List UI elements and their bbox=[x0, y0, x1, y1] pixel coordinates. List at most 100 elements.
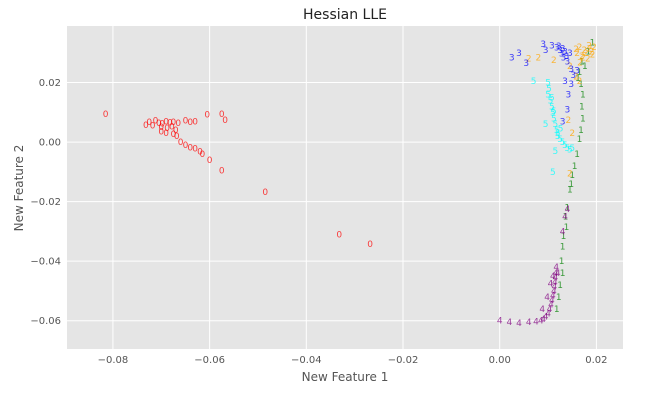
data-point-0: 0 bbox=[173, 126, 179, 136]
data-point-1: 1 bbox=[563, 213, 569, 223]
data-point-1: 1 bbox=[557, 281, 563, 291]
data-point-0: 0 bbox=[183, 117, 189, 127]
data-point-0: 0 bbox=[164, 124, 170, 134]
data-point-4: 4 bbox=[543, 312, 549, 322]
data-point-2: 2 bbox=[581, 46, 587, 56]
data-point-4: 4 bbox=[526, 318, 532, 328]
data-point-4: 4 bbox=[565, 205, 571, 215]
data-point-1: 1 bbox=[590, 38, 596, 48]
grid-lines bbox=[67, 26, 623, 349]
data-point-4: 4 bbox=[538, 317, 544, 327]
data-point-2: 2 bbox=[567, 169, 573, 179]
data-point-0: 0 bbox=[167, 118, 173, 128]
data-point-3: 3 bbox=[564, 52, 570, 62]
data-point-3: 3 bbox=[562, 47, 568, 57]
data-point-0: 0 bbox=[169, 123, 175, 133]
data-point-1: 1 bbox=[569, 171, 575, 181]
data-point-1: 1 bbox=[572, 162, 578, 172]
data-point-1: 1 bbox=[554, 305, 560, 315]
data-point-3: 3 bbox=[556, 42, 562, 52]
data-point-3: 3 bbox=[560, 44, 566, 54]
data-point-2: 2 bbox=[536, 53, 542, 63]
data-point-4: 4 bbox=[562, 213, 568, 223]
data-point-4: 4 bbox=[551, 282, 557, 292]
data-point-1: 1 bbox=[575, 74, 581, 84]
data-point-2: 2 bbox=[583, 49, 589, 59]
data-point-2: 2 bbox=[565, 116, 571, 126]
data-point-2: 2 bbox=[577, 58, 583, 68]
data-point-0: 0 bbox=[183, 141, 189, 151]
data-point-0: 0 bbox=[158, 123, 164, 133]
data-point-0: 0 bbox=[219, 110, 225, 120]
data-point-2: 2 bbox=[587, 44, 593, 54]
data-point-5: 5 bbox=[552, 147, 558, 157]
data-point-0: 0 bbox=[207, 156, 213, 166]
data-point-1: 1 bbox=[560, 269, 566, 279]
data-point-5: 5 bbox=[545, 90, 551, 100]
data-point-2: 2 bbox=[585, 55, 591, 65]
data-point-1: 1 bbox=[565, 204, 571, 214]
data-point-3: 3 bbox=[559, 49, 565, 59]
data-point-3: 3 bbox=[570, 71, 576, 81]
data-point-1: 1 bbox=[567, 186, 573, 196]
y-tick-labels: −0.06 −0.04 −0.02 0.00 0.02 bbox=[30, 78, 61, 327]
data-point-4: 4 bbox=[550, 272, 556, 282]
data-point-2: 2 bbox=[567, 62, 573, 72]
data-point-0: 0 bbox=[156, 119, 162, 129]
data-point-0: 0 bbox=[187, 143, 193, 153]
data-point-5: 5 bbox=[562, 141, 568, 151]
data-point-0: 0 bbox=[159, 120, 165, 130]
data-point-0: 0 bbox=[336, 230, 342, 240]
data-point-4: 4 bbox=[555, 269, 561, 279]
data-point-1: 1 bbox=[579, 102, 585, 112]
data-point-3: 3 bbox=[567, 49, 573, 59]
data-point-1: 1 bbox=[559, 257, 565, 267]
data-point-3: 3 bbox=[540, 40, 546, 50]
data-point-1: 1 bbox=[577, 135, 583, 145]
data-point-0: 0 bbox=[204, 111, 210, 121]
data-point-2: 2 bbox=[586, 41, 592, 51]
data-point-5: 5 bbox=[549, 93, 555, 103]
data-point-5: 5 bbox=[558, 125, 564, 135]
data-point-5: 5 bbox=[551, 107, 557, 117]
data-point-2: 2 bbox=[526, 55, 532, 65]
data-point-4: 4 bbox=[548, 300, 554, 310]
data-point-4: 4 bbox=[551, 287, 557, 297]
data-point-5: 5 bbox=[546, 85, 552, 95]
data-point-1: 1 bbox=[578, 126, 584, 136]
data-point-0: 0 bbox=[262, 188, 268, 198]
data-point-5: 5 bbox=[552, 120, 558, 130]
data-point-2: 2 bbox=[551, 56, 557, 66]
data-point-0: 0 bbox=[367, 240, 373, 250]
data-point-1: 1 bbox=[579, 58, 585, 68]
data-point-1: 1 bbox=[577, 68, 583, 78]
data-point-5: 5 bbox=[555, 132, 561, 142]
data-point-4: 4 bbox=[545, 309, 551, 319]
data-point-0: 0 bbox=[158, 128, 164, 138]
data-point-4: 4 bbox=[552, 274, 558, 284]
data-point-0: 0 bbox=[170, 118, 176, 128]
data-point-3: 3 bbox=[562, 77, 568, 87]
data-point-2: 2 bbox=[590, 50, 596, 60]
data-point-0: 0 bbox=[222, 116, 228, 126]
data-point-3: 3 bbox=[549, 41, 555, 51]
data-point-5: 5 bbox=[543, 120, 549, 130]
data-point-5: 5 bbox=[569, 144, 575, 154]
data-point-2: 2 bbox=[580, 53, 586, 63]
data-point-2: 2 bbox=[573, 45, 579, 55]
data-point-3: 3 bbox=[554, 43, 560, 53]
data-point-0: 0 bbox=[192, 117, 198, 127]
data-point-5: 5 bbox=[554, 126, 560, 136]
data-point-1: 1 bbox=[561, 232, 567, 242]
data-point-1: 1 bbox=[582, 62, 588, 72]
data-point-1: 1 bbox=[580, 114, 586, 124]
x-tick-label: −0.08 bbox=[98, 355, 129, 366]
data-point-4: 4 bbox=[540, 315, 546, 325]
data-point-4: 4 bbox=[552, 278, 558, 288]
data-point-0: 0 bbox=[170, 130, 176, 140]
data-point-5: 5 bbox=[557, 135, 563, 145]
y-tick-label: 0.00 bbox=[39, 138, 61, 149]
